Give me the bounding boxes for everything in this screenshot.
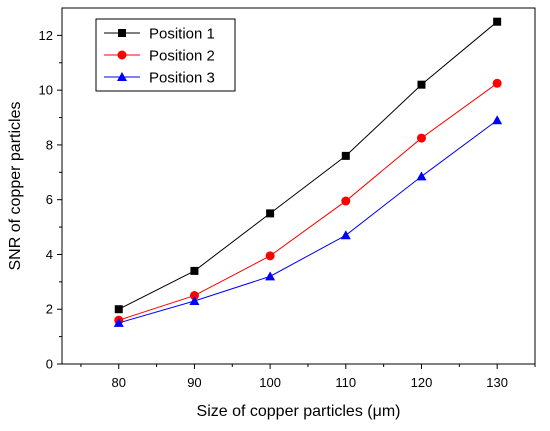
x-tick-label: 80: [112, 375, 126, 390]
legend-item: Position 3: [104, 70, 215, 87]
legend-label: Position 1: [149, 26, 215, 43]
data-point: [492, 115, 503, 125]
y-tick-label: 2: [46, 302, 53, 317]
series-line: [118, 21, 498, 310]
legend-marker: [118, 29, 126, 37]
data-point: [113, 317, 124, 327]
plot-frame: [61, 7, 536, 365]
data-point: [341, 196, 351, 206]
legend-item: Position 2: [104, 48, 215, 65]
plot-area: [61, 7, 536, 365]
data-point: [189, 296, 200, 306]
x-tick-label: 100: [259, 375, 281, 390]
x-tick-label: 130: [486, 375, 508, 390]
data-point: [416, 133, 426, 143]
data-point: [341, 151, 350, 160]
legend-item: Position 1: [104, 26, 215, 43]
series-2: [114, 78, 502, 325]
series-layer: [113, 17, 503, 327]
series-3: [113, 115, 503, 327]
legend-label: Position 3: [149, 70, 215, 87]
y-tick-label: 4: [46, 247, 53, 262]
x-axis-title: Size of copper particles (μm): [197, 403, 401, 420]
data-point: [417, 80, 426, 89]
data-point: [492, 78, 502, 88]
y-tick-label: 10: [39, 83, 53, 98]
axes-layer: 0 2 4 6 8 10 12 80 90 100 110 120 130: [39, 28, 536, 390]
data-point: [266, 209, 275, 218]
data-point: [416, 171, 427, 181]
data-point: [493, 17, 502, 26]
legend-marker: [117, 72, 127, 81]
data-point: [340, 230, 351, 240]
y-tick-label: 6: [46, 192, 53, 207]
data-point: [265, 251, 275, 261]
x-tick-label: 120: [411, 375, 433, 390]
legend-label: Position 2: [149, 48, 215, 65]
data-point: [189, 291, 199, 301]
x-tick-label: 90: [187, 375, 201, 390]
y-tick-label: 0: [46, 357, 53, 372]
legend-marker: [117, 50, 127, 60]
data-point: [114, 305, 123, 314]
data-point: [265, 271, 276, 281]
x-tick-label: 110: [335, 375, 356, 390]
y-axis-title: SNR of copper particles: [7, 102, 24, 271]
legend: Position 1 Position 2 Position 3: [95, 18, 236, 92]
series-line: [118, 119, 498, 324]
data-point: [190, 266, 199, 275]
series-1: [114, 17, 502, 314]
y-tick-label: 8: [46, 137, 53, 152]
series-line: [118, 82, 498, 321]
y-tick-label: 12: [39, 28, 53, 43]
